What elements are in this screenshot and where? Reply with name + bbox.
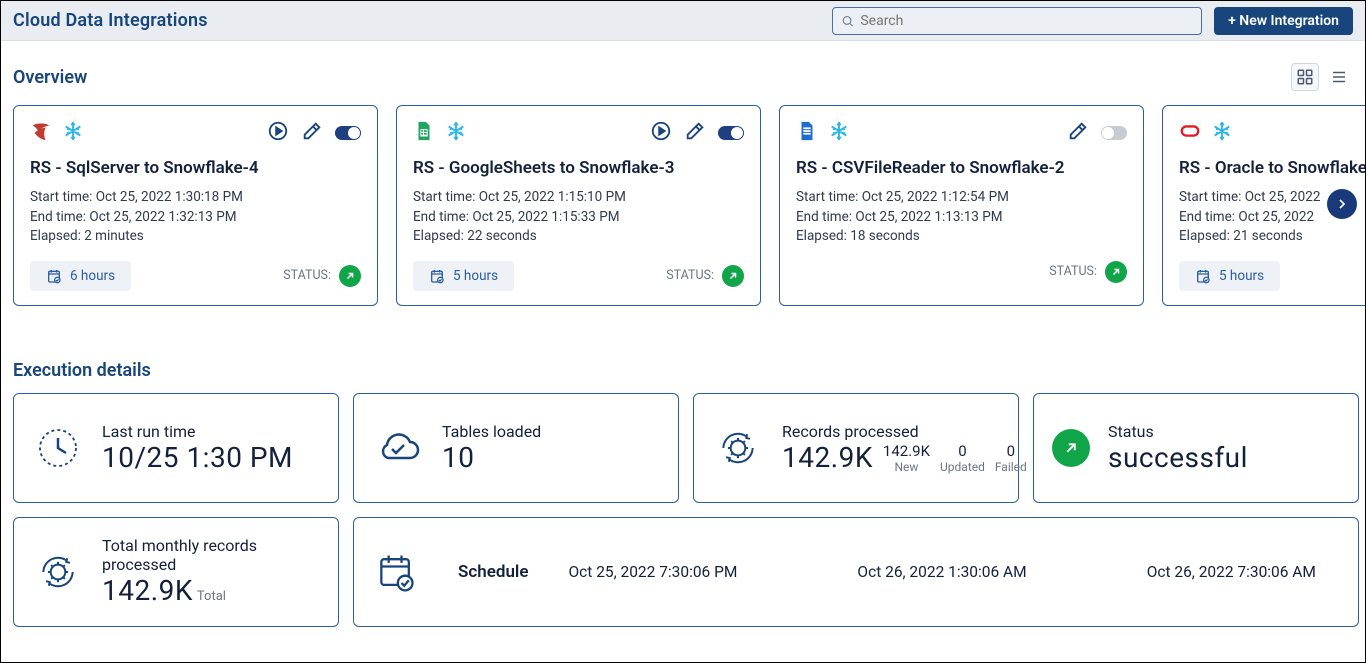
calendar-check-icon [374, 550, 418, 594]
tile-status: Status successful [1033, 393, 1359, 503]
status-label: STATUS: [283, 268, 331, 283]
tables-label: Tables loaded [442, 422, 541, 441]
records-new-l: New [894, 460, 918, 474]
tables-value: 10 [442, 441, 541, 474]
exec-label: Execution details [13, 360, 151, 381]
elapsed: Elapsed: 18 seconds [796, 227, 1127, 247]
run-icon[interactable] [267, 120, 289, 146]
status-success-icon [1052, 429, 1090, 467]
tile-last-run: Last run time 10/25 1:30 PM [13, 393, 339, 503]
records-upd-n: 0 [958, 442, 966, 460]
tile-records: Records processed 142.9K 142.9KNew 0Upda… [693, 393, 1019, 503]
enable-toggle[interactable] [718, 126, 744, 140]
run-icon[interactable] [650, 120, 672, 146]
tile-monthly: Total monthly records processed 142.9K To… [13, 517, 339, 627]
status-badge [1105, 261, 1127, 283]
integration-card[interactable]: RS - SqlServer to Snowflake-4 Start time… [13, 105, 378, 306]
monthly-sub: Total [197, 589, 226, 604]
status-label: STATUS: [666, 268, 714, 283]
edit-icon[interactable] [301, 120, 323, 146]
elapsed: Elapsed: 21 seconds [1179, 227, 1365, 247]
source-icon [796, 120, 818, 146]
calendar-icon [1195, 268, 1211, 284]
status-label: STATUS: [1049, 264, 1097, 279]
records-new-n: 142.9K [883, 442, 930, 460]
end-time: End time: Oct 25, 2022 1:15:33 PM [413, 208, 744, 228]
edit-icon[interactable] [1067, 120, 1089, 146]
view-list-button[interactable] [1325, 63, 1353, 91]
process-icon [32, 546, 84, 598]
exec-section-title: Execution details [1, 306, 1365, 389]
start-time: Start time: Oct 25, 2022 1:15:10 PM [413, 188, 744, 208]
overview-label: Overview [13, 67, 87, 88]
page-title: Cloud Data Integrations [13, 10, 208, 31]
records-upd-l: Updated [940, 460, 985, 474]
tile-schedule: Schedule Oct 25, 2022 7:30:06 PM Oct 26,… [353, 517, 1359, 627]
interval-text: 5 hours [453, 268, 498, 284]
records-label: Records processed [782, 422, 1027, 441]
cloud-check-icon [372, 422, 424, 474]
card-title: RS - GoogleSheets to Snowflake-3 [413, 158, 744, 178]
card-title: RS - Oracle to Snowflake [1179, 158, 1365, 178]
records-value: 142.9K [782, 441, 873, 474]
end-time: End time: Oct 25, 2022 1:32:13 PM [30, 208, 361, 228]
status-badge [339, 265, 361, 287]
new-integration-button[interactable]: + New Integration [1214, 7, 1353, 35]
records-fail-l: Failed [995, 460, 1027, 474]
end-time: End time: Oct 25, 2022 1:13:13 PM [796, 208, 1127, 228]
view-grid-button[interactable] [1291, 63, 1319, 91]
search-icon [841, 14, 854, 28]
elapsed: Elapsed: 22 seconds [413, 227, 744, 247]
snowflake-icon [1211, 120, 1233, 146]
interval-chip[interactable]: 5 hours [413, 261, 514, 291]
integration-card[interactable]: RS - CSVFileReader to Snowflake-2 Start … [779, 105, 1144, 306]
elapsed: Elapsed: 2 minutes [30, 227, 361, 247]
edit-icon[interactable] [684, 120, 706, 146]
process-icon [712, 422, 764, 474]
enable-toggle[interactable] [335, 126, 361, 140]
source-icon [1179, 120, 1201, 146]
interval-text: 6 hours [70, 268, 115, 284]
search-box[interactable] [832, 7, 1202, 35]
records-fail-n: 0 [1007, 442, 1015, 460]
source-icon [30, 120, 52, 146]
calendar-icon [46, 268, 62, 284]
tile-tables-loaded: Tables loaded 10 [353, 393, 679, 503]
interval-chip[interactable]: 5 hours [1179, 261, 1280, 291]
last-run-value: 10/25 1:30 PM [102, 441, 293, 474]
snowflake-icon [828, 120, 850, 146]
carousel-next-button[interactable] [1327, 189, 1357, 219]
snowflake-icon [62, 120, 84, 146]
schedule-time-0: Oct 25, 2022 7:30:06 PM [569, 563, 738, 581]
header-bar: Cloud Data Integrations + New Integratio… [1, 1, 1365, 41]
interval-chip[interactable]: 6 hours [30, 261, 131, 291]
schedule-times: Oct 25, 2022 7:30:06 PM Oct 26, 2022 1:3… [569, 563, 1316, 581]
monthly-value: 142.9K [102, 574, 193, 607]
status-badge [722, 265, 744, 287]
card-title: RS - SqlServer to Snowflake-4 [30, 158, 361, 178]
clock-icon [32, 422, 84, 474]
schedule-label: Schedule [458, 562, 529, 582]
snowflake-icon [445, 120, 467, 146]
card-title: RS - CSVFileReader to Snowflake-2 [796, 158, 1127, 178]
interval-text: 5 hours [1219, 268, 1264, 284]
source-icon [413, 120, 435, 146]
calendar-icon [429, 268, 445, 284]
last-run-label: Last run time [102, 422, 293, 441]
integration-card[interactable]: RS - GoogleSheets to Snowflake-3 Start t… [396, 105, 761, 306]
search-input[interactable] [860, 13, 1193, 29]
start-time: Start time: Oct 25, 2022 1:12:54 PM [796, 188, 1127, 208]
overview-section-title: Overview [1, 41, 1365, 99]
schedule-time-2: Oct 26, 2022 7:30:06 AM [1147, 563, 1316, 581]
start-time: Start time: Oct 25, 2022 1:30:18 PM [30, 188, 361, 208]
enable-toggle[interactable] [1101, 126, 1127, 140]
integration-cards: RS - SqlServer to Snowflake-4 Start time… [1, 99, 1365, 306]
monthly-label: Total monthly records processed [102, 536, 282, 574]
schedule-time-1: Oct 26, 2022 1:30:06 AM [857, 563, 1026, 581]
status-value: successful [1108, 441, 1248, 474]
status-label: Status [1108, 422, 1248, 441]
